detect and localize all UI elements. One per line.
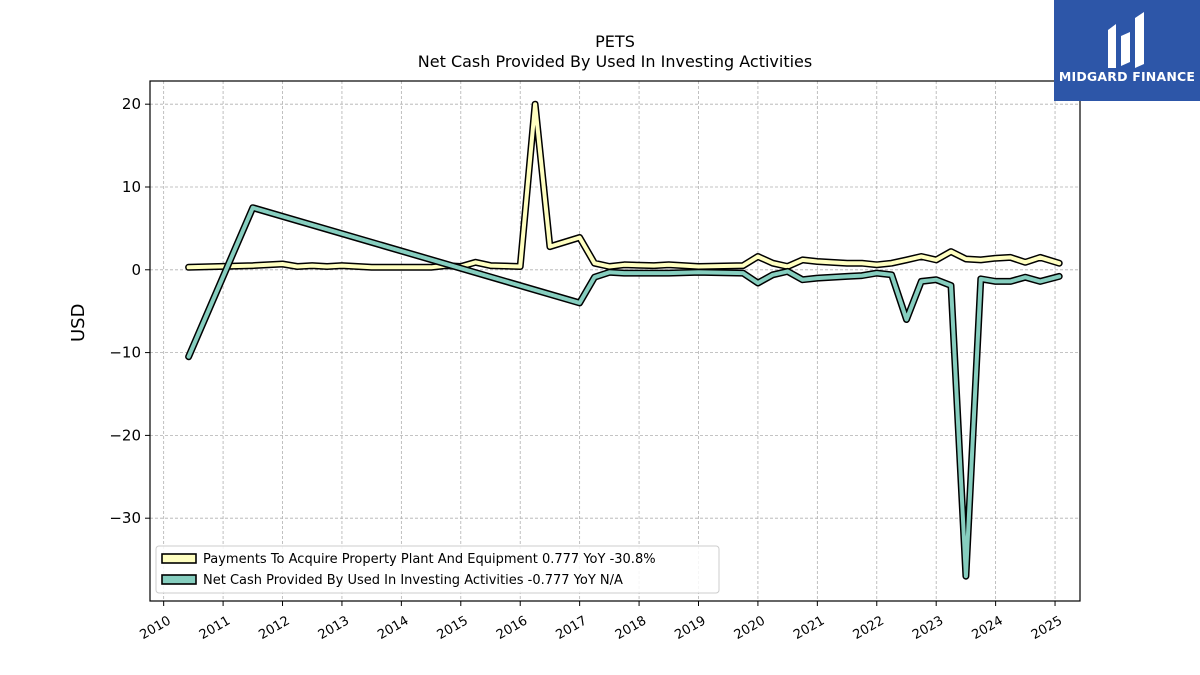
y-axis: 20 10 0 −10 −20 −30 — [109, 95, 150, 527]
x-tick-label: 2021 — [791, 613, 827, 643]
chart-subtitle: Net Cash Provided By Used In Investing A… — [417, 52, 813, 71]
y-axis-label: USD — [68, 303, 89, 342]
x-tick-label: 2015 — [435, 613, 471, 643]
plot-frame — [149, 80, 1081, 602]
y-tick-label: 10 — [122, 178, 141, 196]
y-tick-label: −10 — [109, 344, 141, 362]
series-line-1 — [186, 102, 1062, 270]
chart-title: PETS — [595, 32, 635, 51]
x-tick-label: 2012 — [256, 613, 292, 643]
x-tick-label: 2018 — [613, 613, 649, 643]
legend-box — [155, 545, 720, 594]
brand-logo: MIDGARD FINANCE — [1054, 0, 1200, 101]
y-tick-label: −30 — [109, 509, 141, 527]
x-tick-label: 2025 — [1029, 613, 1065, 643]
y-tick-label: 20 — [122, 95, 141, 113]
x-tick-label: 2024 — [969, 613, 1005, 643]
legend: Payments To Acquire Property Plant And E… — [155, 545, 720, 594]
x-tick-label: 2011 — [197, 613, 233, 643]
x-tick-label: 2016 — [494, 613, 530, 643]
brand-name: MIDGARD FINANCE — [1058, 69, 1196, 84]
x-tick-label: 2014 — [375, 613, 411, 643]
x-axis: 2010 2011 2012 2013 2014 2015 2016 2017 2018 2019… — [138, 601, 1065, 643]
series-line-outline-1 — [185, 100, 1063, 271]
x-tick-label: 2017 — [553, 613, 589, 643]
series-line-2 — [186, 205, 1062, 579]
brand-mark-icon — [1108, 12, 1144, 68]
x-tick-label: 2022 — [851, 613, 887, 643]
x-tick-label: 2010 — [138, 613, 174, 643]
legend-swatch-1 — [161, 553, 197, 564]
x-tick-label: 2023 — [910, 613, 946, 643]
x-tick-label: 2020 — [732, 613, 768, 643]
x-tick-label: 2019 — [672, 613, 708, 643]
x-tick-label: 2013 — [316, 613, 352, 643]
series-lines — [185, 100, 1063, 580]
legend-swatch-2 — [161, 574, 197, 585]
grid-lines — [150, 81, 1080, 601]
y-tick-label: 0 — [131, 261, 141, 279]
legend-label-1: Payments To Acquire Property Plant And E… — [203, 552, 656, 567]
legend-label-2: Net Cash Provided By Used In Investing A… — [203, 573, 623, 588]
y-tick-label: −20 — [109, 426, 141, 444]
